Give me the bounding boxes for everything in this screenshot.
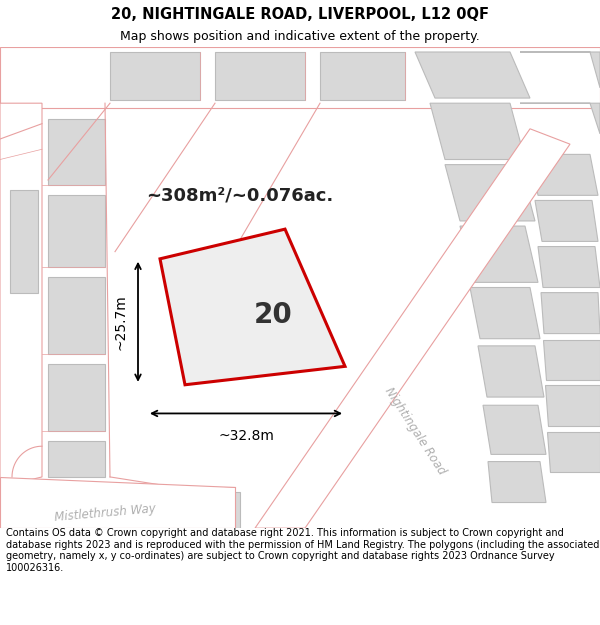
Polygon shape: [48, 196, 105, 267]
Polygon shape: [10, 190, 38, 292]
Polygon shape: [445, 164, 535, 221]
Polygon shape: [547, 432, 600, 472]
Text: 20, NIGHTINGALE ROAD, LIVERPOOL, L12 0QF: 20, NIGHTINGALE ROAD, LIVERPOOL, L12 0QF: [111, 6, 489, 21]
Polygon shape: [320, 52, 405, 100]
Polygon shape: [535, 201, 598, 241]
Text: Mistlethrush Way: Mistlethrush Way: [54, 502, 156, 524]
Polygon shape: [48, 278, 105, 354]
Polygon shape: [255, 129, 570, 528]
Polygon shape: [0, 47, 600, 108]
Polygon shape: [543, 340, 600, 379]
Polygon shape: [180, 492, 240, 528]
Polygon shape: [520, 52, 600, 88]
Polygon shape: [415, 52, 530, 98]
Polygon shape: [488, 462, 546, 503]
Text: Nightingale Road: Nightingale Road: [382, 385, 448, 477]
Polygon shape: [541, 292, 600, 334]
Text: Contains OS data © Crown copyright and database right 2021. This information is : Contains OS data © Crown copyright and d…: [6, 528, 599, 573]
Polygon shape: [483, 405, 546, 454]
Polygon shape: [530, 154, 598, 196]
Text: ~308m²/~0.076ac.: ~308m²/~0.076ac.: [146, 186, 334, 204]
Polygon shape: [48, 364, 105, 431]
Polygon shape: [0, 103, 42, 487]
Polygon shape: [430, 103, 525, 159]
Text: Map shows position and indicative extent of the property.: Map shows position and indicative extent…: [120, 30, 480, 43]
Polygon shape: [545, 385, 600, 426]
Polygon shape: [48, 441, 105, 477]
Polygon shape: [478, 346, 544, 397]
Polygon shape: [48, 119, 105, 185]
Polygon shape: [470, 288, 540, 339]
Polygon shape: [520, 103, 600, 134]
Polygon shape: [460, 226, 538, 282]
Polygon shape: [110, 487, 175, 528]
Polygon shape: [160, 229, 345, 385]
Text: ~25.7m: ~25.7m: [113, 294, 127, 349]
Text: ~32.8m: ~32.8m: [218, 429, 274, 443]
Polygon shape: [110, 52, 200, 100]
Polygon shape: [538, 246, 600, 288]
Text: 20: 20: [254, 301, 292, 329]
Polygon shape: [0, 477, 235, 528]
Polygon shape: [215, 52, 305, 100]
